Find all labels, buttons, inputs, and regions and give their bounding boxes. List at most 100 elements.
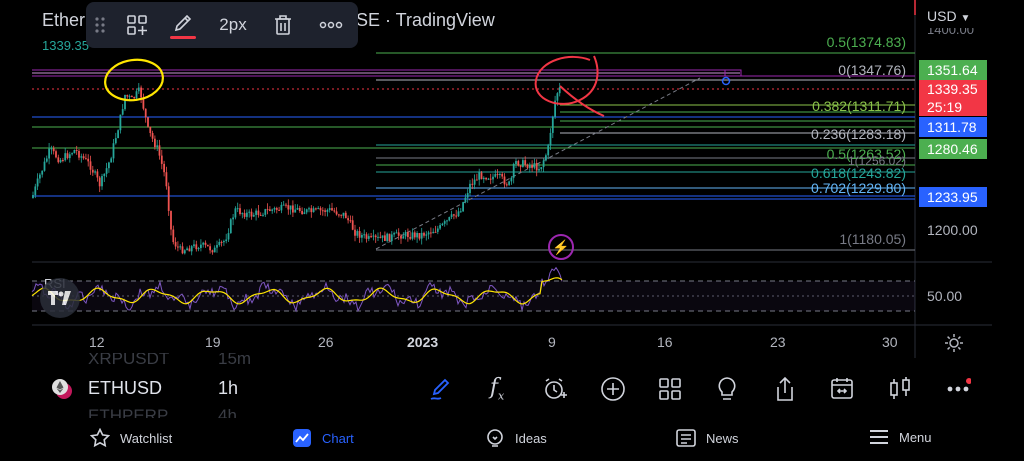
candle-body — [358, 231, 361, 238]
candle-body — [395, 232, 398, 234]
nav-menu[interactable]: Menu — [869, 428, 932, 446]
candle-body — [43, 161, 46, 171]
fib-label-05b: 0.5(1263.52) — [826, 146, 906, 162]
candle-body — [416, 232, 418, 238]
chart-icon — [293, 429, 311, 447]
candle-body — [188, 248, 191, 252]
nav-ideas-label: Ideas — [515, 430, 547, 446]
candle-body — [374, 235, 377, 238]
candle-body — [34, 186, 37, 196]
currency-selector[interactable]: USD ▼ — [927, 8, 970, 24]
candle-body — [202, 242, 205, 245]
tradingview-logo — [40, 278, 80, 318]
candle-body — [556, 93, 559, 101]
candle-body — [432, 231, 435, 234]
candle-body — [515, 161, 517, 165]
line-color-button[interactable] — [160, 2, 206, 48]
candle-body — [457, 211, 460, 217]
symbol-name[interactable]: ETHUSD — [88, 378, 163, 398]
lightning-alert-icon[interactable]: ⚡ — [548, 234, 574, 260]
time-axis-label: 30 — [882, 334, 898, 350]
candle-body — [533, 163, 536, 168]
candle-body — [71, 153, 73, 155]
candle-body — [319, 208, 322, 211]
date-range-icon[interactable] — [827, 374, 859, 404]
layout-grid-icon[interactable] — [654, 374, 686, 404]
candle-body — [87, 158, 90, 162]
drawing-tool-icon[interactable] — [425, 374, 457, 404]
anchor-point — [721, 76, 731, 86]
yellow-circle-annotation — [104, 58, 164, 102]
last-price-label: 1339.35 — [42, 38, 89, 53]
candle-body — [147, 117, 149, 127]
candle-body — [450, 214, 453, 218]
candle-body — [209, 246, 211, 251]
candle-body — [126, 94, 129, 97]
candle-body — [370, 236, 372, 238]
drag-handle-icon[interactable] — [86, 2, 114, 48]
candle-body — [404, 232, 407, 237]
currency-label: USD — [927, 8, 957, 24]
candle-body — [197, 247, 200, 250]
candle-body — [167, 186, 170, 211]
symbol-timeframe[interactable]: 1h — [218, 378, 239, 398]
current-price-tag: 1339.35 25:19 — [919, 80, 987, 116]
candle-body — [289, 205, 292, 210]
candle-body — [172, 229, 175, 243]
candle-body — [554, 100, 556, 117]
candle-body — [301, 211, 303, 215]
candle-body — [52, 148, 55, 152]
candle-body — [317, 208, 320, 210]
add-icon[interactable] — [597, 374, 629, 404]
candle-body — [351, 220, 354, 230]
candle-body — [485, 177, 487, 180]
candle-body — [124, 94, 126, 110]
nav-watchlist[interactable]: Watchlist — [90, 428, 172, 448]
delete-icon[interactable] — [260, 2, 306, 48]
fib-label-0382: 0.382(1311.71) — [812, 98, 906, 114]
share-icon[interactable] — [769, 374, 801, 404]
candle-body — [234, 208, 237, 218]
candle-body — [492, 176, 494, 180]
nav-news[interactable]: News — [676, 428, 739, 448]
fib-label-0618: 0.618(1243.82) — [811, 165, 906, 181]
more-tools-icon[interactable] — [942, 374, 974, 404]
fib-label-0236: 0.236(1283.18) — [811, 126, 906, 142]
candle-body — [473, 179, 476, 185]
nav-chart[interactable]: Chart — [292, 428, 354, 448]
candle-body — [388, 233, 391, 242]
candle-body — [482, 177, 485, 180]
chart-type-candles-icon[interactable] — [884, 374, 916, 404]
lightbulb-icon[interactable] — [711, 374, 743, 404]
alert-clock-icon[interactable] — [539, 374, 571, 404]
chevron-down-icon: ▼ — [960, 13, 971, 24]
candle-body — [402, 236, 405, 239]
candle-body — [128, 96, 131, 98]
candle-body — [232, 217, 234, 220]
candle-body — [466, 193, 469, 198]
candle-body — [204, 242, 207, 245]
line-color-swatch — [170, 35, 196, 39]
chart-title: Ether — [42, 10, 86, 30]
time-axis-label: 9 — [548, 334, 556, 350]
candle-body — [216, 245, 218, 248]
add-template-icon[interactable] — [114, 2, 160, 48]
candle-body — [365, 234, 368, 239]
candle-body — [494, 174, 497, 177]
candle-body — [218, 241, 221, 246]
candle-body — [551, 116, 554, 133]
candle-body — [381, 235, 384, 238]
line-width-button[interactable]: 2px — [219, 15, 247, 34]
gear-icon[interactable] — [944, 333, 964, 358]
indicators-icon[interactable]: fx — [489, 375, 505, 403]
candle-body — [522, 160, 524, 167]
candle-body — [407, 232, 409, 238]
nav-ideas[interactable]: Ideas — [485, 428, 547, 448]
more-options-icon[interactable] — [306, 2, 356, 48]
candle-body — [384, 235, 386, 241]
candle-body — [436, 228, 439, 232]
candle-body — [264, 209, 267, 215]
candle-body — [68, 154, 71, 159]
candle-body — [183, 250, 186, 254]
